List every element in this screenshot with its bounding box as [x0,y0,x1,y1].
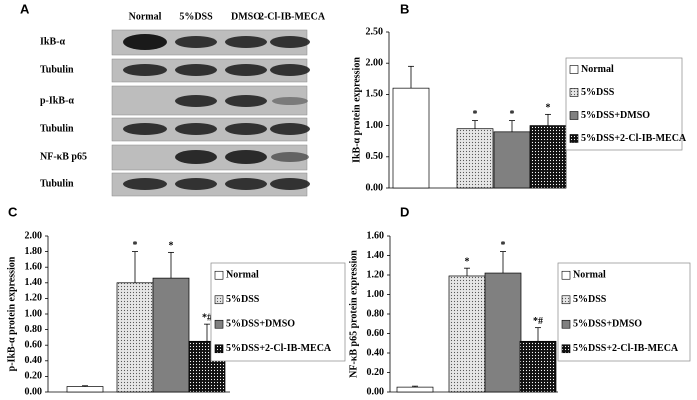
legend-label: Normal [581,64,614,75]
annotation: * [465,256,470,267]
legend-swatch [569,134,579,143]
annotation: *# [202,312,212,323]
y-tick-label: 0.60 [25,339,43,350]
legend-label: 5%DSS+2-Cl-IB-MECA [226,343,332,354]
y-tick-label: 1.40 [367,250,385,261]
row-label: p-IkB-α [40,95,74,106]
legend-swatch [569,88,579,97]
bar [493,131,531,189]
bar [396,386,434,393]
bar [448,275,486,393]
column-label: DMSO [231,11,261,22]
annotation: * [169,241,174,252]
bar [456,128,494,189]
legend-swatch [214,319,224,329]
legend-swatch [561,295,571,305]
y-tick-label: 1.00 [25,308,43,319]
legend-box [210,262,346,362]
row-label: Tubulin [40,64,74,75]
annotation: * [473,109,478,120]
y-axis-label: IkB-α protein expression [351,57,362,163]
legend-swatch [214,270,224,280]
annotation: * [510,109,515,120]
bar [152,277,190,393]
legend-label: 5%DSS+2-Cl-IB-MECA [581,133,687,144]
y-tick-label: 1.20 [367,269,385,280]
y-tick-label: 0.80 [25,324,43,335]
y-tick-label: 0.00 [366,182,384,193]
legend-swatch [561,319,571,329]
y-tick-label: 1.00 [367,289,385,300]
legend-label: 5%DSS+DMSO [226,319,295,330]
y-tick-label: 0.20 [25,371,43,382]
bar [66,386,104,393]
y-tick-label: 0.80 [367,308,385,319]
row-label: Tubulin [40,123,74,134]
legend-swatch [569,111,579,120]
legend-box [557,262,691,362]
legend-swatch [561,270,571,280]
annotation: * [133,240,138,251]
panel-letter: A [20,1,30,16]
y-tick-label: 1.80 [25,246,43,257]
y-tick-label: 0.40 [367,347,385,358]
panel-letter: D [400,204,409,219]
legend-swatch [214,344,224,354]
column-label: 2-Cl-IB-MECA [259,11,326,22]
legend-swatch [569,65,579,74]
bar [392,87,430,189]
bar [529,125,567,189]
legend-label: Normal [573,270,606,281]
chart-panel: B IkB-α protein expression 0.00 0.50 1.00 1.5… [351,1,687,193]
chart-panel: Cp-IkB-α protein expression 0.00 0.20 0.40 0… [6,204,346,397]
annotation: * [546,103,551,114]
y-tick-label: 0.00 [25,386,43,397]
panel-letter: B [400,1,409,16]
y-tick-label: 0.40 [25,355,43,366]
y-tick-label: 2.50 [366,26,384,37]
y-axis-label: NF-κB p65 protein expression [348,250,359,378]
bar [519,340,557,393]
legend-label: 5%DSS [573,294,607,305]
annotation: *# [533,316,543,327]
y-axis-label: p-IkB-α protein expression [6,256,17,371]
legend-label: 5%DSS [581,87,615,98]
legend-label: 5%DSS+DMSO [573,319,642,330]
column-label: Normal [129,11,162,22]
y-tick-label: 0.60 [367,328,385,339]
legend-box [565,57,683,151]
annotation: * [501,240,506,251]
y-tick-label: 1.40 [25,277,43,288]
y-tick-label: 0.50 [366,151,384,162]
y-tick-label: 1.60 [367,230,385,241]
column-label: 5%DSS [179,11,213,22]
legend-swatch [214,295,224,305]
y-tick-label: 1.50 [366,89,384,100]
bar [484,272,522,393]
y-tick-label: 1.00 [366,120,384,131]
legend-label: 5%DSS+DMSO [581,110,650,121]
y-tick-label: 0.00 [367,386,385,397]
bands [123,34,310,190]
y-tick-label: 1.20 [25,293,43,304]
row-label: Tubulin [40,178,74,189]
y-tick-label: 0.20 [367,367,385,378]
bar [116,282,154,393]
chart-panel: D NF-κB p65 protein expression 0.00 0.20 0.4… [348,204,691,397]
legend-swatch [561,344,571,354]
row-label: NF-κB p65 [40,151,87,162]
legend-label: 5%DSS+2-Cl-IB-MECA [573,343,679,354]
blot-panel: A Normal 5%DSS DMSO 2-Cl-IB-MECA IkB-α T… [20,1,326,197]
y-tick-label: 1.60 [25,261,43,272]
legend-label: Normal [226,270,259,281]
panel-letter: C [8,204,18,219]
y-tick-label: 2.00 [366,57,384,68]
y-tick-label: 2.00 [25,230,43,241]
row-label: IkB-α [40,36,65,47]
legend-label: 5%DSS [226,294,260,305]
